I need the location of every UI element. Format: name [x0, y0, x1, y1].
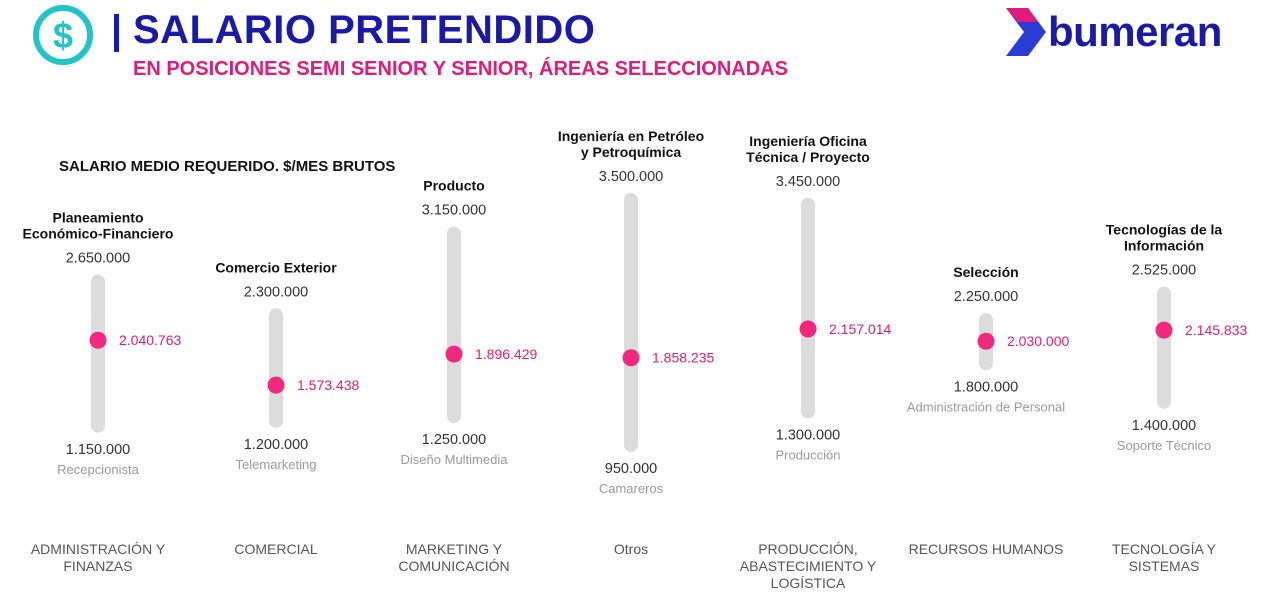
- area-label: FINANZAS: [63, 558, 132, 574]
- mean-dot: [977, 332, 995, 350]
- min-value-label: 1.200.000: [244, 437, 309, 453]
- area-label: MARKETING Y: [406, 541, 503, 557]
- area-label: ADMINISTRACIÓN Y: [31, 541, 166, 557]
- page-title: SALARIO PRETENDIDO: [133, 8, 596, 52]
- mean-dot: [445, 345, 463, 363]
- area-label: ABASTECIMIENTO Y: [740, 558, 877, 574]
- mean-value-label: 1.896.429: [475, 346, 537, 362]
- max-position-label: Ingeniería Oficina: [749, 133, 867, 149]
- max-position-label: Económico-Financiero: [23, 226, 174, 242]
- max-value-label: 2.300.000: [244, 284, 309, 300]
- mean-dot: [799, 320, 817, 338]
- min-position-label: Administración de Personal: [907, 399, 1065, 414]
- mean-dot: [267, 376, 285, 394]
- min-value-label: 1.300.000: [776, 427, 841, 443]
- max-position-label: Tecnologías de la: [1106, 222, 1223, 238]
- min-position-label: Telemarketing: [236, 457, 317, 472]
- chart-title: SALARIO MEDIO REQUERIDO. $/MES BRUTOS: [59, 158, 396, 175]
- dollar-circle-icon: $: [33, 5, 93, 65]
- mean-dot: [622, 349, 640, 367]
- max-position-label: Comercio Exterior: [215, 259, 337, 275]
- mean-dot: [1155, 321, 1173, 339]
- area-label: COMUNICACIÓN: [398, 558, 509, 574]
- svg-text:$: $: [53, 15, 73, 56]
- area-label: SISTEMAS: [1129, 558, 1200, 574]
- mean-value-label: 2.030.000: [1007, 333, 1069, 349]
- max-position-label: Información: [1124, 238, 1204, 254]
- min-value-label: 1.250.000: [422, 432, 487, 448]
- max-value-label: 2.650.000: [66, 251, 131, 267]
- min-value-label: 1.400.000: [1132, 418, 1197, 434]
- area-label: LOGÍSTICA: [771, 575, 846, 591]
- max-position-label: Planeamiento: [52, 210, 143, 226]
- min-position-label: Diseño Multimedia: [401, 452, 509, 467]
- area-label: TECNOLOGÍA Y: [1112, 541, 1217, 557]
- max-value-label: 2.250.000: [954, 289, 1019, 305]
- max-position-label: Ingeniería en Petróleo: [558, 128, 704, 144]
- max-position-label: Producto: [423, 178, 484, 194]
- min-position-label: Producción: [775, 447, 840, 462]
- min-position-label: Camareros: [599, 481, 664, 496]
- header: $ SALARIO PRETENDIDO EN POSICIONES SEMI …: [0, 0, 1280, 100]
- area-label: RECURSOS HUMANOS: [909, 541, 1064, 557]
- max-value-label: 3.150.000: [422, 203, 487, 219]
- max-value-label: 3.450.000: [776, 174, 841, 190]
- min-value-label: 950.000: [605, 461, 657, 477]
- mean-value-label: 1.858.235: [652, 350, 714, 366]
- min-position-label: Soporte Técnico: [1117, 438, 1211, 453]
- max-position-label: Selección: [953, 264, 1018, 280]
- area-label: PRODUCCIÓN,: [758, 541, 858, 557]
- max-position-label: Técnica / Proyecto: [746, 149, 870, 165]
- mean-dot: [89, 331, 107, 349]
- mean-value-label: 1.573.438: [297, 377, 359, 393]
- page-subtitle: EN POSICIONES SEMI SENIOR Y SENIOR, ÁREA…: [133, 58, 788, 80]
- area-label: Otros: [614, 541, 648, 557]
- min-value-label: 1.150.000: [66, 442, 131, 458]
- min-value-label: 1.800.000: [954, 379, 1019, 395]
- max-position-label: y Petroquímica: [581, 144, 682, 160]
- mean-value-label: 2.040.763: [119, 332, 181, 348]
- logo-text: bumeran: [1048, 8, 1222, 55]
- mean-value-label: 2.145.833: [1185, 322, 1247, 338]
- area-label: COMERCIAL: [234, 541, 317, 557]
- min-position-label: Recepcionista: [57, 462, 139, 477]
- max-value-label: 3.500.000: [599, 169, 664, 185]
- max-value-label: 2.525.000: [1132, 263, 1197, 279]
- mean-value-label: 2.157.014: [829, 321, 891, 337]
- bumeran-logo: [1006, 8, 1046, 56]
- title-divider: [114, 14, 119, 52]
